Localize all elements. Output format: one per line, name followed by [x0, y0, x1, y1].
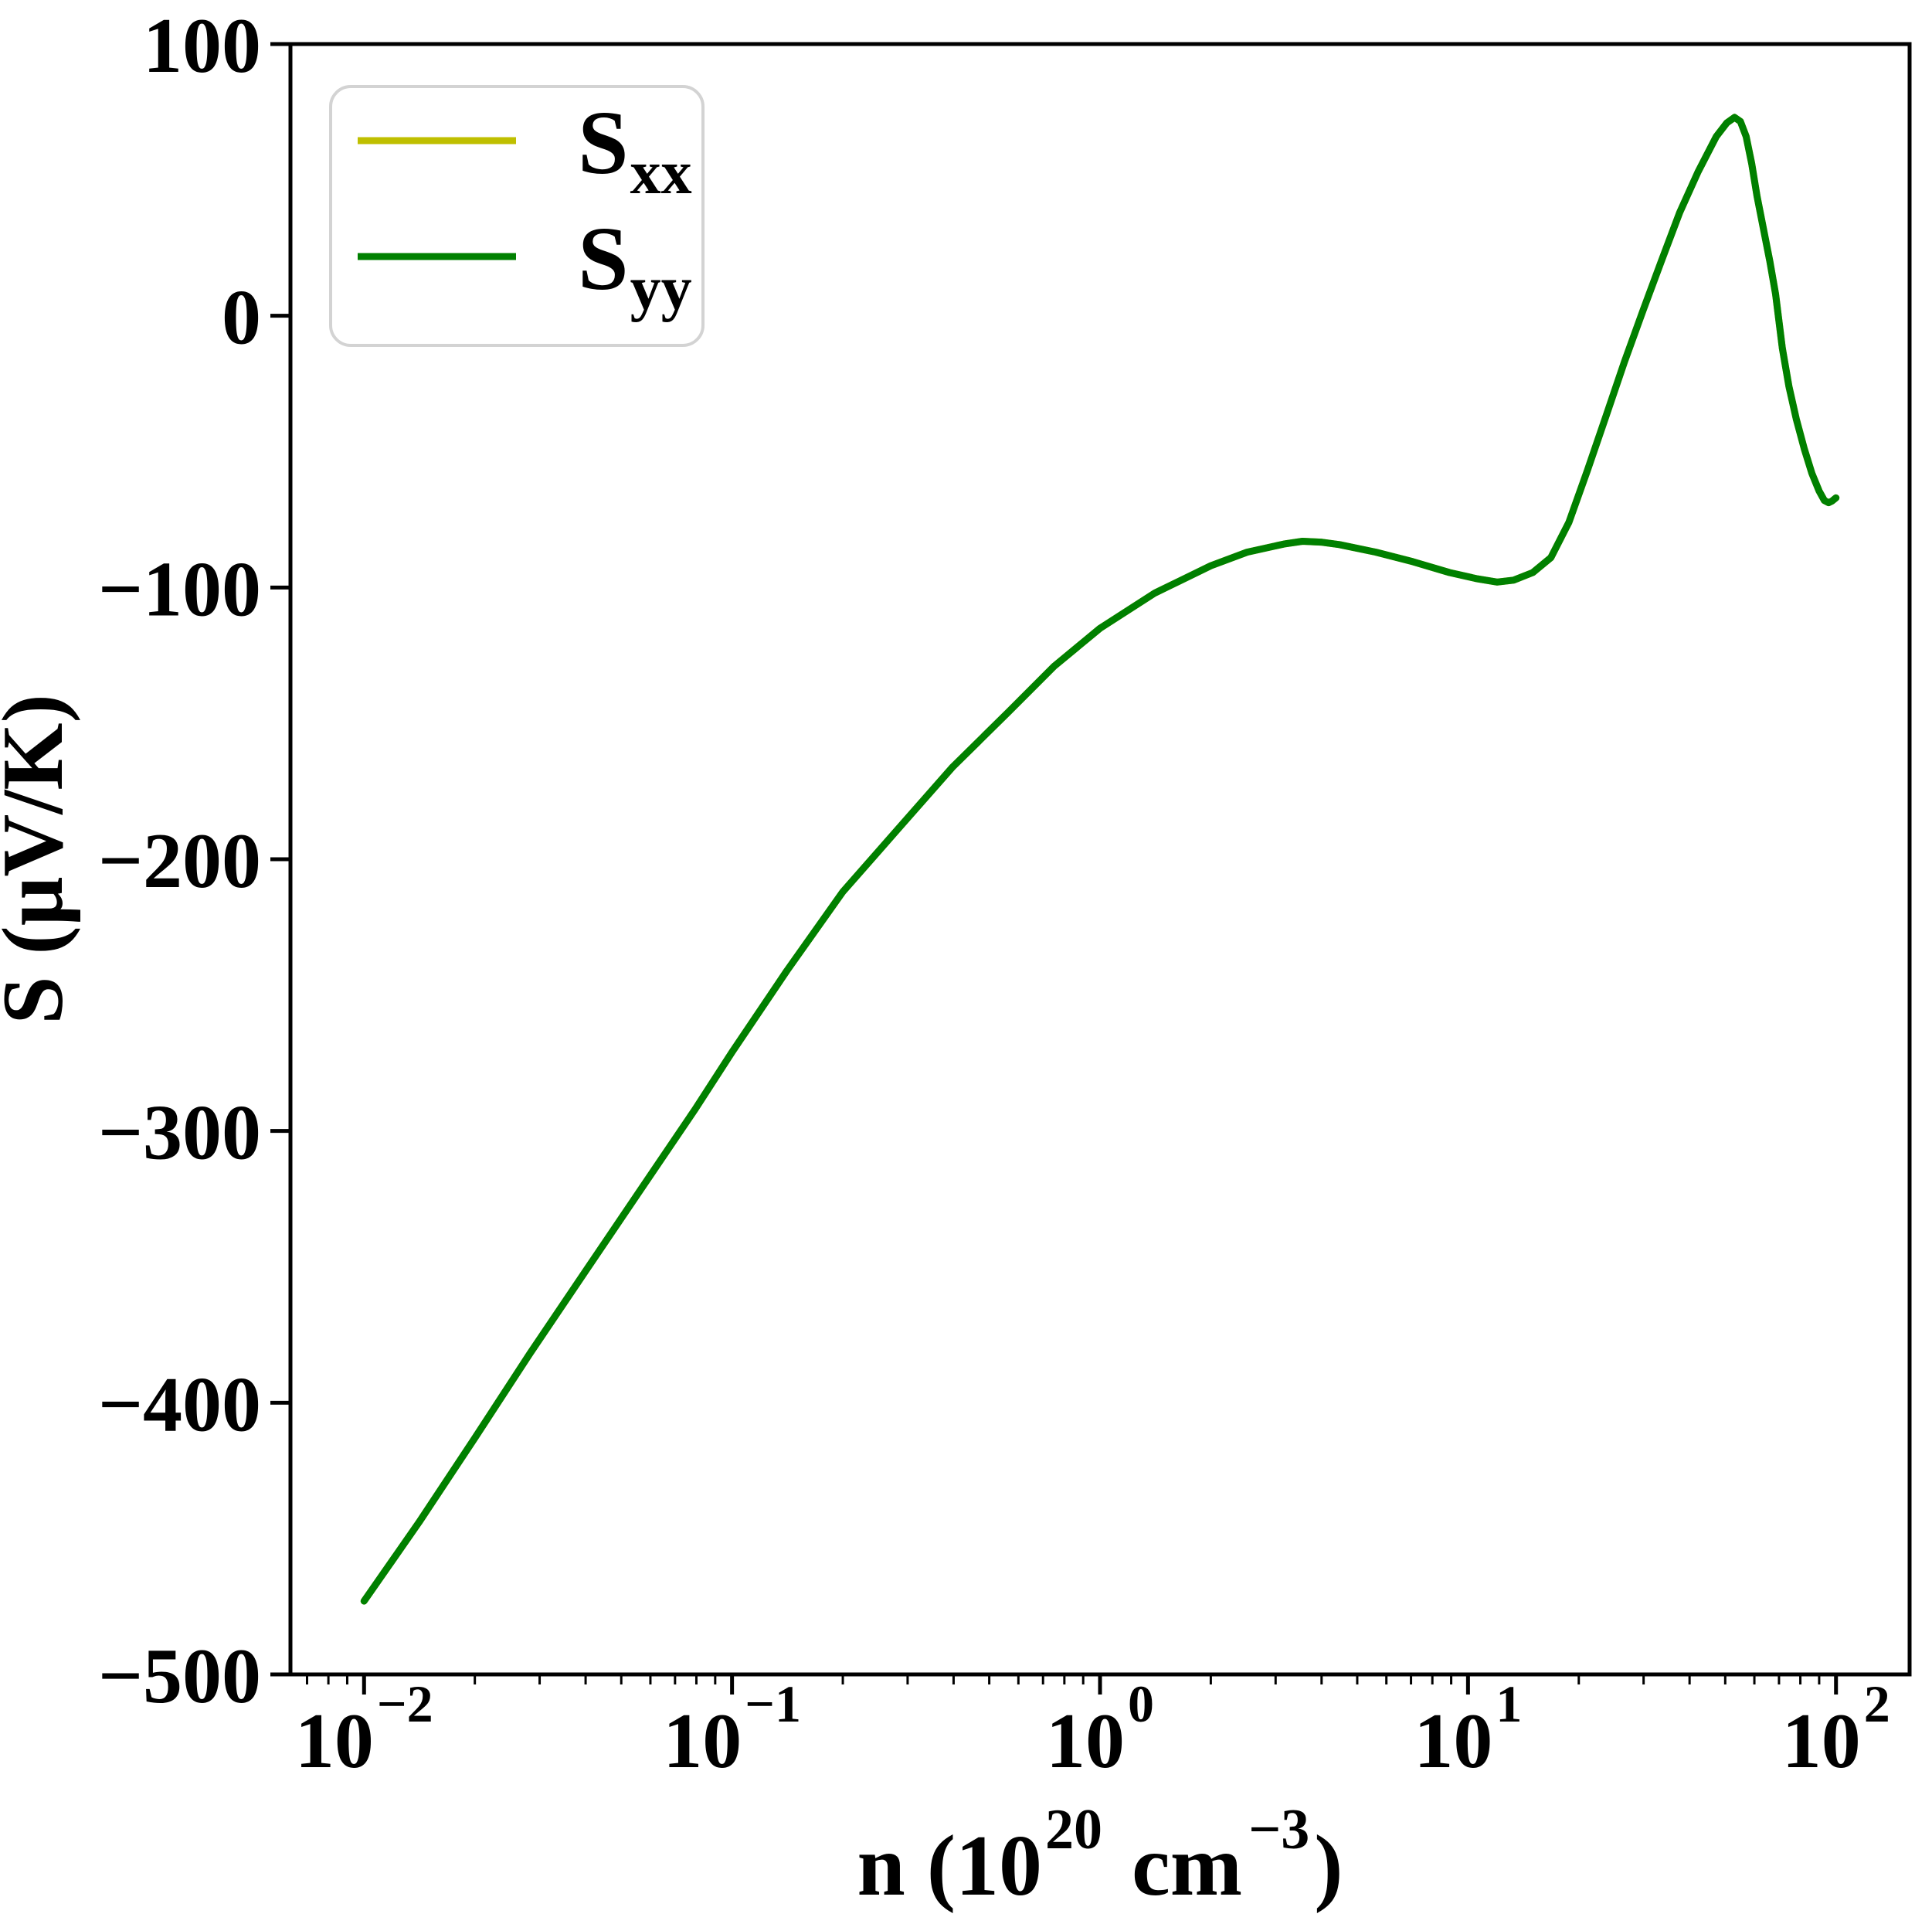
x-tick-exponent: −2 — [377, 1674, 433, 1733]
x-tick-base: 10 — [663, 1698, 742, 1785]
x-tick-exponent: 1 — [1496, 1674, 1522, 1733]
legend-label-sxx: Sxx — [578, 92, 692, 207]
y-tick-label: −200 — [98, 818, 261, 905]
y-tick-label: 0 — [222, 274, 261, 362]
x-tick-label: 10−1 — [663, 1674, 801, 1785]
x-tick-label: 10−2 — [295, 1674, 433, 1785]
legend: Sxx Syy — [329, 85, 705, 347]
x-tick-base: 10 — [1782, 1698, 1861, 1785]
x-tick-base: 10 — [1414, 1698, 1492, 1785]
legend-label-sxx-base: S — [578, 92, 629, 193]
legend-box — [329, 85, 705, 347]
x-tick-label: 100 — [1046, 1674, 1154, 1785]
y-tick-label: −400 — [98, 1361, 261, 1448]
x-tick-base: 10 — [295, 1698, 374, 1785]
x-tick-exponent: 2 — [1864, 1674, 1890, 1733]
y-tick-label: 100 — [143, 2, 261, 90]
data-series — [360, 114, 1840, 1605]
legend-label-syy: Syy — [578, 208, 692, 323]
legend-label-syy-subscript: yy — [630, 255, 692, 323]
x-tick-label: 102 — [1782, 1674, 1890, 1785]
x-axis-label: n (1020 cm −3) — [857, 1798, 1343, 1914]
x-axis-label-part: n (10 — [857, 1818, 1042, 1914]
x-tick-exponent: 0 — [1128, 1674, 1154, 1733]
legend-label-syy-base: S — [578, 208, 629, 309]
y-tick-label: −300 — [98, 1089, 261, 1177]
x-tick-base: 10 — [1046, 1698, 1125, 1785]
tick-labels: 10−2 10−1 100 101 1021000−100−200−300−400−50… — [98, 2, 1890, 1785]
x-axis-label-superscript: 20 — [1045, 1798, 1102, 1861]
y-tick-label: −100 — [98, 546, 261, 633]
x-axis-label-superscript: −3 — [1248, 1798, 1309, 1861]
y-tick-label: −500 — [98, 1633, 261, 1720]
legend-label-sxx-subscript: xx — [630, 139, 692, 207]
x-tick-label: 101 — [1414, 1674, 1522, 1785]
x-axis-label-part: ) — [1314, 1818, 1343, 1914]
x-tick-exponent: −1 — [745, 1674, 801, 1733]
x-axis-label-part: cm — [1110, 1818, 1242, 1914]
series-line-syy — [360, 114, 1840, 1605]
axes-spines — [288, 42, 1912, 1677]
y-axis-label: S (μV/K) — [0, 694, 81, 1025]
